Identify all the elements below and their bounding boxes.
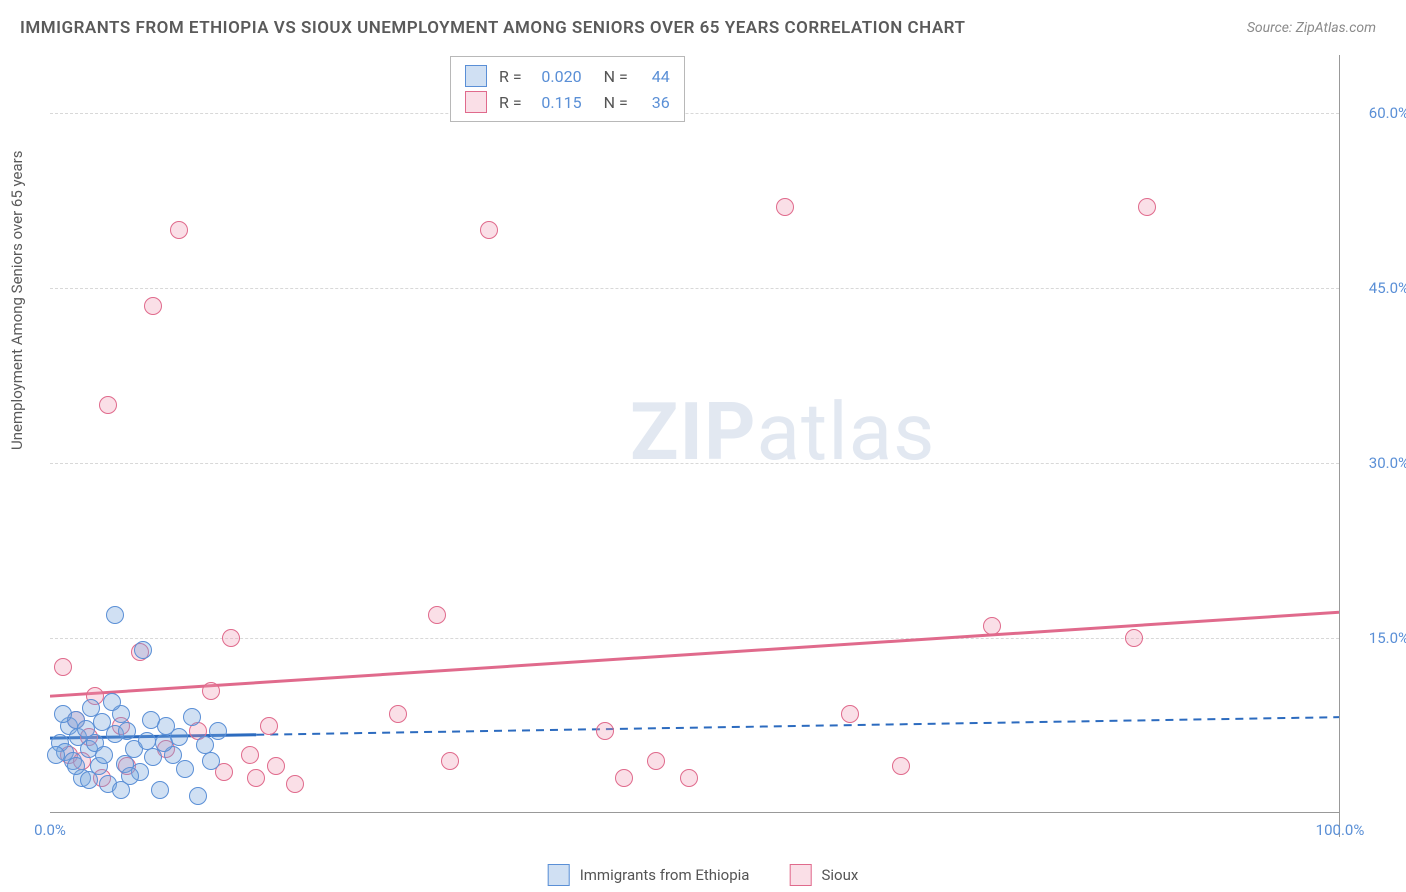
legend-r-label: R = <box>499 67 522 86</box>
scatter-point-sioux <box>841 705 859 723</box>
scatter-point-sioux <box>267 757 285 775</box>
x-tick-label: 100.0% <box>1316 821 1365 839</box>
scatter-point-sioux <box>892 757 910 775</box>
chart-title: IMMIGRANTS FROM ETHIOPIA VS SIOUX UNEMPL… <box>20 18 965 38</box>
scatter-point-ethiopia <box>47 746 65 764</box>
scatter-point-ethiopia <box>118 722 136 740</box>
watermark: ZIPatlas <box>630 385 935 479</box>
scatter-point-sioux <box>596 722 614 740</box>
scatter-point-ethiopia <box>155 734 173 752</box>
scatter-point-sioux <box>99 396 117 414</box>
scatter-point-sioux <box>983 617 1001 635</box>
scatter-point-ethiopia <box>138 732 156 750</box>
legend-swatch <box>548 864 570 886</box>
scatter-point-sioux <box>680 769 698 787</box>
legend-r-value: 0.020 <box>534 67 582 86</box>
scatter-point-sioux <box>286 775 304 793</box>
correlation-legend: R = 0.020 N = 44 R = 0.115 N = 36 <box>450 56 685 122</box>
trend-line-sioux <box>50 612 1339 696</box>
scatter-point-ethiopia <box>176 760 194 778</box>
scatter-point-sioux <box>480 221 498 239</box>
legend-r-value: 0.115 <box>534 93 582 112</box>
legend-corr-row: R = 0.115 N = 36 <box>465 89 670 115</box>
scatter-point-sioux <box>776 198 794 216</box>
x-axis-line <box>50 812 1339 813</box>
scatter-point-sioux <box>389 705 407 723</box>
gridline-h <box>50 113 1339 114</box>
scatter-plot: 15.0%30.0%45.0%60.0%0.0%100.0% ZIPatlas <box>50 55 1340 837</box>
scatter-point-sioux <box>615 769 633 787</box>
legend-corr-row: R = 0.020 N = 44 <box>465 63 670 89</box>
scatter-point-sioux <box>170 221 188 239</box>
scatter-point-ethiopia <box>183 708 201 726</box>
legend-swatch <box>465 91 487 113</box>
scatter-point-sioux <box>1125 629 1143 647</box>
scatter-point-sioux <box>144 297 162 315</box>
scatter-point-ethiopia <box>170 728 188 746</box>
legend-n-label: N = <box>604 93 628 112</box>
scatter-point-ethiopia <box>106 606 124 624</box>
y-tick-label: 15.0% <box>1349 629 1406 647</box>
legend-n-value: 44 <box>640 67 670 86</box>
scatter-point-ethiopia <box>202 752 220 770</box>
legend-item: Immigrants from Ethiopia <box>548 864 750 886</box>
gridline-h <box>50 638 1339 639</box>
scatter-point-sioux <box>1138 198 1156 216</box>
legend-item: Sioux <box>789 864 858 886</box>
scatter-point-sioux <box>428 606 446 624</box>
scatter-point-ethiopia <box>189 787 207 805</box>
y-tick-label: 60.0% <box>1349 104 1406 122</box>
series-legend: Immigrants from Ethiopia Sioux <box>548 864 859 886</box>
scatter-point-ethiopia <box>67 757 85 775</box>
y-tick-label: 30.0% <box>1349 454 1406 472</box>
scatter-point-ethiopia <box>103 693 121 711</box>
scatter-point-sioux <box>241 746 259 764</box>
source-attribution: Source: ZipAtlas.com <box>1247 20 1376 36</box>
scatter-point-ethiopia <box>151 781 169 799</box>
scatter-point-sioux <box>54 658 72 676</box>
scatter-point-ethiopia <box>209 722 227 740</box>
legend-swatch <box>789 864 811 886</box>
x-tick-label: 0.0% <box>34 821 66 839</box>
legend-label: Sioux <box>821 866 858 884</box>
scatter-point-sioux <box>202 682 220 700</box>
legend-label: Immigrants from Ethiopia <box>580 866 750 884</box>
legend-n-label: N = <box>604 67 628 86</box>
scatter-point-ethiopia <box>95 746 113 764</box>
scatter-point-ethiopia <box>80 771 98 789</box>
legend-n-value: 36 <box>640 93 670 112</box>
legend-r-label: R = <box>499 93 522 112</box>
trend-lines-svg <box>50 55 1339 837</box>
trend-line-ethiopia <box>256 717 1339 735</box>
scatter-point-ethiopia <box>112 781 130 799</box>
gridline-h <box>50 288 1339 289</box>
legend-swatch <box>465 65 487 87</box>
scatter-point-sioux <box>247 769 265 787</box>
scatter-point-ethiopia <box>54 705 72 723</box>
scatter-point-ethiopia <box>134 641 152 659</box>
y-axis-label: Unemployment Among Seniors over 65 years <box>8 151 26 450</box>
scatter-point-sioux <box>260 717 278 735</box>
scatter-point-sioux <box>222 629 240 647</box>
y-tick-label: 45.0% <box>1349 279 1406 297</box>
gridline-h <box>50 463 1339 464</box>
scatter-point-sioux <box>441 752 459 770</box>
scatter-point-sioux <box>647 752 665 770</box>
